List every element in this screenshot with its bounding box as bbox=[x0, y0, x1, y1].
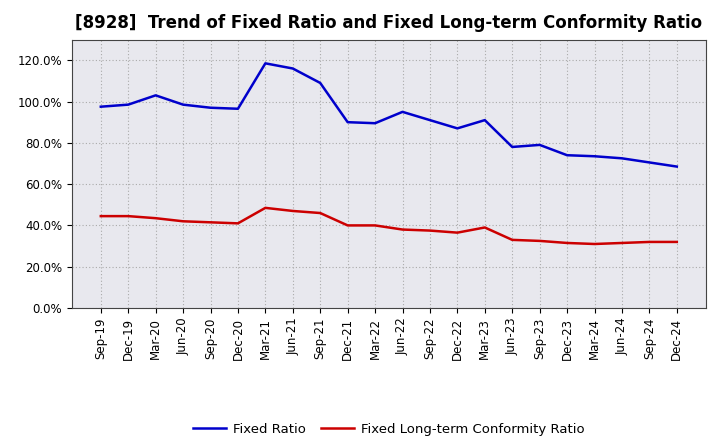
Fixed Ratio bbox=[426, 117, 434, 123]
Fixed Long-term Conformity Ratio bbox=[563, 240, 572, 246]
Fixed Ratio bbox=[371, 121, 379, 126]
Fixed Long-term Conformity Ratio bbox=[508, 237, 516, 242]
Fixed Long-term Conformity Ratio bbox=[124, 213, 132, 219]
Fixed Ratio bbox=[343, 120, 352, 125]
Fixed Long-term Conformity Ratio bbox=[96, 213, 105, 219]
Fixed Ratio bbox=[590, 154, 599, 159]
Fixed Ratio bbox=[563, 153, 572, 158]
Fixed Long-term Conformity Ratio bbox=[672, 239, 681, 245]
Fixed Long-term Conformity Ratio bbox=[645, 239, 654, 245]
Fixed Long-term Conformity Ratio bbox=[316, 210, 325, 216]
Fixed Ratio bbox=[179, 102, 187, 107]
Fixed Long-term Conformity Ratio bbox=[206, 220, 215, 225]
Fixed Ratio bbox=[398, 109, 407, 114]
Fixed Ratio bbox=[124, 102, 132, 107]
Fixed Long-term Conformity Ratio bbox=[453, 230, 462, 235]
Fixed Ratio bbox=[151, 93, 160, 98]
Fixed Long-term Conformity Ratio bbox=[343, 223, 352, 228]
Fixed Long-term Conformity Ratio bbox=[398, 227, 407, 232]
Line: Fixed Long-term Conformity Ratio: Fixed Long-term Conformity Ratio bbox=[101, 208, 677, 244]
Fixed Ratio bbox=[645, 160, 654, 165]
Fixed Long-term Conformity Ratio bbox=[289, 208, 297, 213]
Fixed Long-term Conformity Ratio bbox=[261, 205, 270, 210]
Fixed Long-term Conformity Ratio bbox=[480, 225, 489, 230]
Fixed Long-term Conformity Ratio bbox=[590, 242, 599, 247]
Fixed Ratio bbox=[233, 106, 242, 111]
Fixed Ratio bbox=[289, 66, 297, 71]
Fixed Long-term Conformity Ratio bbox=[179, 219, 187, 224]
Fixed Ratio bbox=[480, 117, 489, 123]
Fixed Ratio bbox=[206, 105, 215, 110]
Fixed Ratio bbox=[618, 156, 626, 161]
Fixed Ratio bbox=[96, 104, 105, 109]
Fixed Ratio bbox=[508, 144, 516, 150]
Fixed Ratio bbox=[261, 61, 270, 66]
Fixed Long-term Conformity Ratio bbox=[371, 223, 379, 228]
Fixed Long-term Conformity Ratio bbox=[618, 240, 626, 246]
Line: Fixed Ratio: Fixed Ratio bbox=[101, 63, 677, 167]
Fixed Ratio bbox=[672, 164, 681, 169]
Fixed Long-term Conformity Ratio bbox=[426, 228, 434, 233]
Title: [8928]  Trend of Fixed Ratio and Fixed Long-term Conformity Ratio: [8928] Trend of Fixed Ratio and Fixed Lo… bbox=[75, 15, 703, 33]
Fixed Ratio bbox=[536, 142, 544, 147]
Fixed Ratio bbox=[453, 126, 462, 131]
Fixed Long-term Conformity Ratio bbox=[536, 238, 544, 244]
Fixed Long-term Conformity Ratio bbox=[151, 216, 160, 221]
Fixed Long-term Conformity Ratio bbox=[233, 221, 242, 226]
Fixed Ratio bbox=[316, 81, 325, 86]
Legend: Fixed Ratio, Fixed Long-term Conformity Ratio: Fixed Ratio, Fixed Long-term Conformity … bbox=[188, 418, 590, 440]
